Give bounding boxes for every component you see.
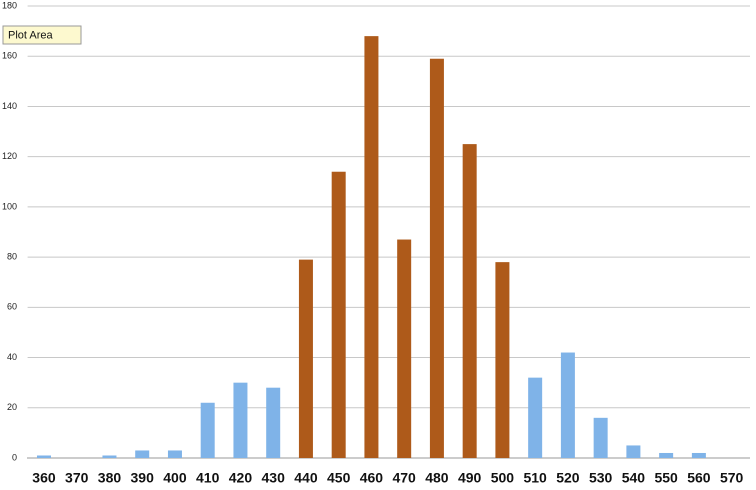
x-tick-label: 440 — [294, 470, 318, 486]
bar — [233, 382, 248, 458]
x-tick-label: 530 — [589, 470, 613, 486]
bar — [560, 352, 575, 458]
bar — [135, 450, 150, 458]
bar — [167, 450, 182, 458]
tooltip-box — [2, 25, 82, 45]
bar — [528, 377, 543, 458]
x-tick-label: 560 — [687, 470, 711, 486]
bar — [36, 455, 51, 458]
x-tick-label: 450 — [327, 470, 351, 486]
bar — [364, 36, 379, 459]
bar — [691, 452, 706, 458]
y-tick-label: 140 — [2, 101, 17, 111]
x-tick-label: 430 — [262, 470, 286, 486]
x-tick-label: 510 — [523, 470, 547, 486]
bar — [397, 239, 412, 458]
y-tick-label: 80 — [7, 251, 17, 261]
bars: 360 370 380 390 400 410 420 430 440 450 460 470 480 4… — [32, 36, 744, 486]
x-tick-label: 470 — [392, 470, 416, 486]
bar — [495, 262, 510, 458]
bar — [102, 455, 117, 458]
y-tick-label: 20 — [7, 402, 17, 412]
y-tick-label: 60 — [7, 302, 17, 312]
bar — [462, 144, 477, 458]
x-tick-label: 370 — [65, 470, 89, 486]
bar — [626, 445, 641, 458]
x-tick-label: 570 — [720, 470, 744, 486]
y-tick-label: 0 — [12, 452, 17, 462]
bar — [298, 259, 313, 458]
bar — [659, 452, 674, 458]
x-tick-label: 420 — [229, 470, 253, 486]
x-tick-label: 480 — [425, 470, 449, 486]
x-tick-label: 410 — [196, 470, 220, 486]
y-tick-label: 40 — [7, 352, 17, 362]
x-tick-label: 520 — [556, 470, 580, 486]
x-tick-label: 500 — [491, 470, 515, 486]
y-tick-label: 160 — [2, 51, 17, 61]
x-tick-label: 540 — [622, 470, 646, 486]
bar — [266, 387, 281, 458]
x-tick-label: 460 — [360, 470, 384, 486]
y-tick-label: 100 — [2, 201, 17, 211]
bar — [429, 58, 444, 458]
bar — [593, 417, 608, 458]
bar — [200, 402, 215, 458]
y-tick-label: 180 — [2, 0, 17, 10]
x-tick-label: 380 — [98, 470, 122, 486]
x-tick-label: 550 — [654, 470, 678, 486]
x-tick-label: 400 — [163, 470, 187, 486]
x-tick-label: 490 — [458, 470, 482, 486]
y-tick-label: 120 — [2, 151, 17, 161]
x-tick-label: 390 — [131, 470, 155, 486]
tooltip: Plot Area — [8, 29, 54, 41]
x-tick-label: 360 — [32, 470, 56, 486]
bar — [331, 171, 346, 458]
